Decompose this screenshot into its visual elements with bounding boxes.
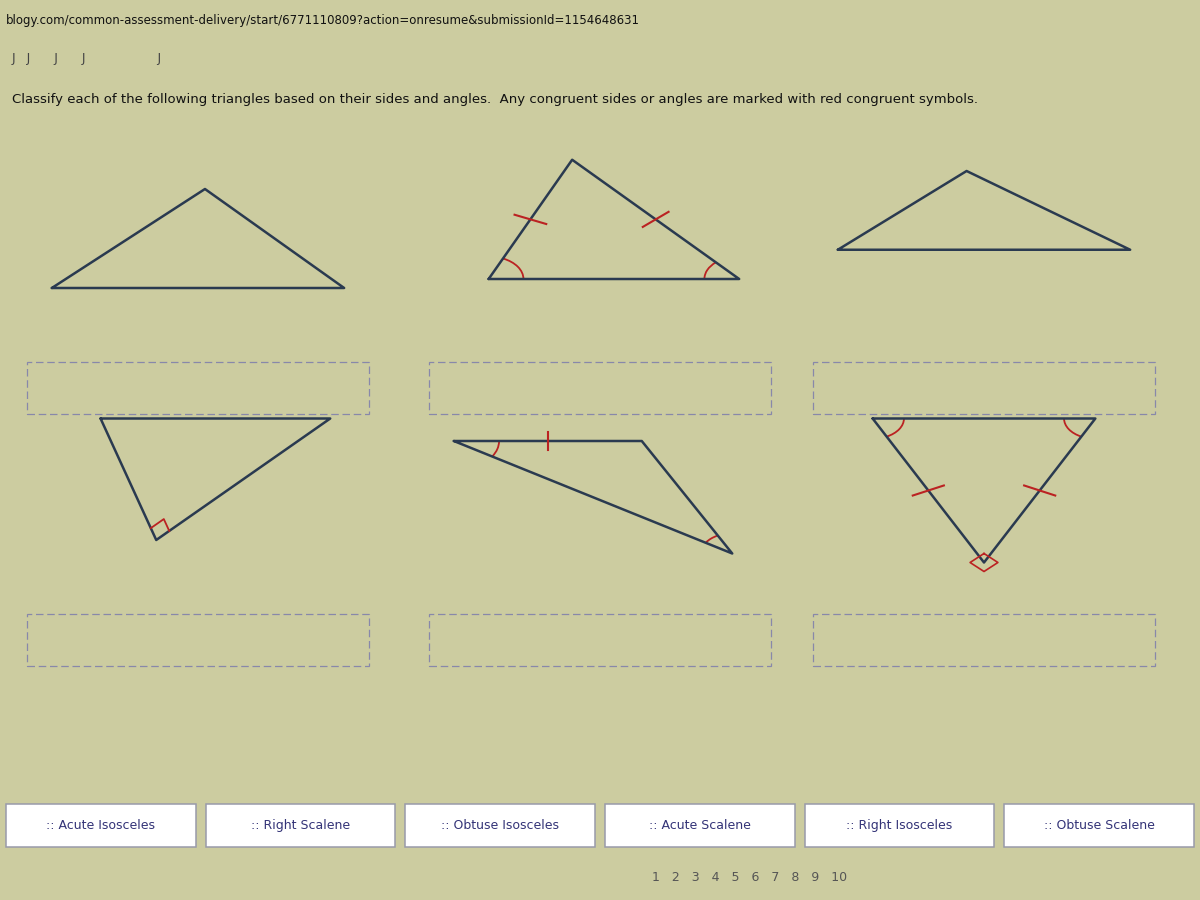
FancyBboxPatch shape	[6, 805, 196, 847]
Text: Classify each of the following triangles based on their sides and angles.  Any c: Classify each of the following triangles…	[12, 93, 978, 105]
FancyBboxPatch shape	[605, 805, 794, 847]
Bar	[28, 615, 368, 666]
Text: J   J      J      J                  J: J J J J J	[12, 52, 162, 65]
Text: :: Right Scalene: :: Right Scalene	[251, 819, 350, 832]
Text: :: Obtuse Isosceles: :: Obtuse Isosceles	[442, 819, 559, 832]
Bar	[430, 363, 770, 414]
Text: :: Obtuse Scalene: :: Obtuse Scalene	[1044, 819, 1154, 832]
Text: blogy.com/common-assessment-delivery/start/6771110809?action=onresume&submission: blogy.com/common-assessment-delivery/sta…	[6, 14, 640, 27]
Bar	[28, 363, 368, 414]
Text: 1   2   3   4   5   6   7   8   9   10: 1 2 3 4 5 6 7 8 9 10	[653, 871, 847, 884]
FancyBboxPatch shape	[1004, 805, 1194, 847]
FancyBboxPatch shape	[406, 805, 595, 847]
Text: :: Acute Isosceles: :: Acute Isosceles	[47, 819, 155, 832]
FancyBboxPatch shape	[205, 805, 395, 847]
Text: :: Right Isosceles: :: Right Isosceles	[846, 819, 953, 832]
Text: :: Acute Scalene: :: Acute Scalene	[649, 819, 751, 832]
Bar	[430, 615, 770, 666]
FancyBboxPatch shape	[805, 805, 995, 847]
Bar	[814, 363, 1154, 414]
Bar	[814, 615, 1154, 666]
